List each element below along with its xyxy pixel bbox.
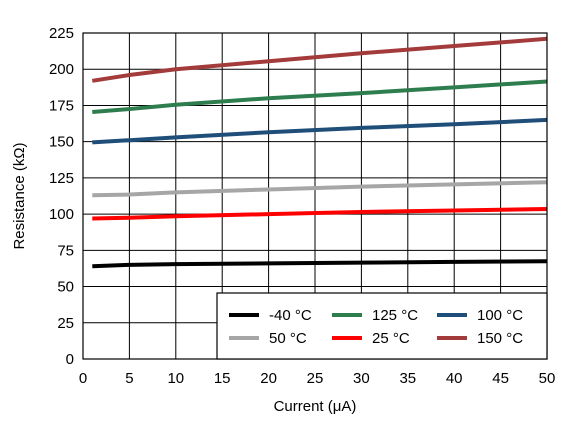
tick-labels: 0 5 10 15 20 25 30 35 40 45 50 0 25 50 75 100 125 150 175 2… bbox=[49, 25, 555, 387]
x-tick-label: 5 bbox=[125, 370, 133, 387]
legend-label: -40 °C bbox=[269, 307, 312, 324]
y-tick-label: 100 bbox=[49, 206, 74, 223]
x-axis-title: Current (μA) bbox=[274, 398, 357, 415]
x-tick-label: 15 bbox=[214, 370, 231, 387]
x-tick-label: 30 bbox=[353, 370, 370, 387]
x-tick-label: 40 bbox=[446, 370, 463, 387]
legend-box bbox=[216, 292, 548, 360]
legend-label: 125 °C bbox=[372, 307, 418, 324]
x-tick-label: 25 bbox=[307, 370, 324, 387]
y-tick-label: 0 bbox=[66, 351, 74, 368]
series-line bbox=[92, 79, 548, 114]
legend-label: 25 °C bbox=[372, 330, 410, 347]
x-tick-label: 20 bbox=[260, 370, 277, 387]
x-tick-label: 0 bbox=[79, 370, 87, 387]
y-tick-label: 200 bbox=[49, 61, 74, 78]
x-tick-label: 50 bbox=[539, 370, 556, 387]
legend-label: 150 °C bbox=[477, 330, 523, 347]
series-line bbox=[92, 180, 548, 198]
series-line bbox=[92, 117, 548, 145]
y-tick-label: 125 bbox=[49, 170, 74, 187]
y-tick-label: 150 bbox=[49, 134, 74, 151]
legend-label: 50 °C bbox=[269, 330, 307, 347]
y-tick-label: 25 bbox=[57, 315, 74, 332]
y-tick-label: 50 bbox=[57, 279, 74, 296]
x-tick-label: 45 bbox=[492, 370, 509, 387]
series-line bbox=[91, 36, 548, 83]
y-tick-label: 225 bbox=[49, 25, 74, 42]
legend: -40 °C 50 °C 125 °C 25 °C 100 °C 150 °C bbox=[216, 292, 548, 360]
series-line bbox=[92, 207, 548, 221]
y-axis-title: Resistance (kΩ) bbox=[11, 142, 28, 249]
y-tick-label: 75 bbox=[57, 242, 74, 259]
legend-label: 100 °C bbox=[477, 307, 523, 324]
x-tick-label: 35 bbox=[399, 370, 416, 387]
y-tick-label: 175 bbox=[49, 97, 74, 114]
x-tick-label: 10 bbox=[167, 370, 184, 387]
series-layer bbox=[91, 36, 548, 269]
series-line bbox=[92, 259, 548, 269]
